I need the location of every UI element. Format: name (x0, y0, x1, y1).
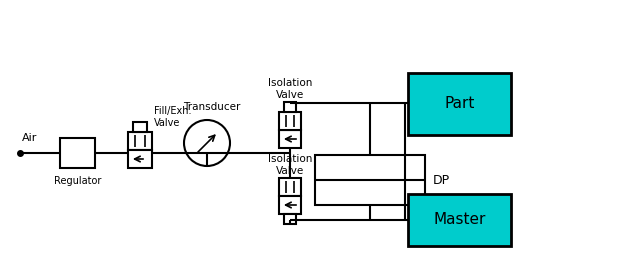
Bar (408, 194, 511, 246)
Bar (128, 132, 152, 150)
Bar (60, 138, 95, 168)
Text: Regulator: Regulator (54, 176, 101, 186)
Bar (284, 214, 296, 224)
Text: Master: Master (433, 212, 486, 228)
Text: Isolation
Valve: Isolation Valve (268, 78, 312, 100)
Bar (279, 196, 301, 214)
Text: Transducer: Transducer (183, 102, 241, 112)
Bar (128, 150, 152, 168)
Bar (284, 102, 296, 112)
Text: Air: Air (22, 133, 37, 143)
Text: Isolation
Valve: Isolation Valve (268, 154, 312, 176)
Text: DP: DP (433, 174, 450, 187)
Bar (315, 155, 425, 205)
Text: Fill/Exh.
Valve: Fill/Exh. Valve (154, 106, 192, 128)
Bar (279, 130, 301, 148)
Bar (133, 122, 147, 132)
Bar (279, 178, 301, 196)
Text: Part: Part (444, 96, 475, 112)
Bar (408, 73, 511, 135)
Bar (279, 112, 301, 130)
